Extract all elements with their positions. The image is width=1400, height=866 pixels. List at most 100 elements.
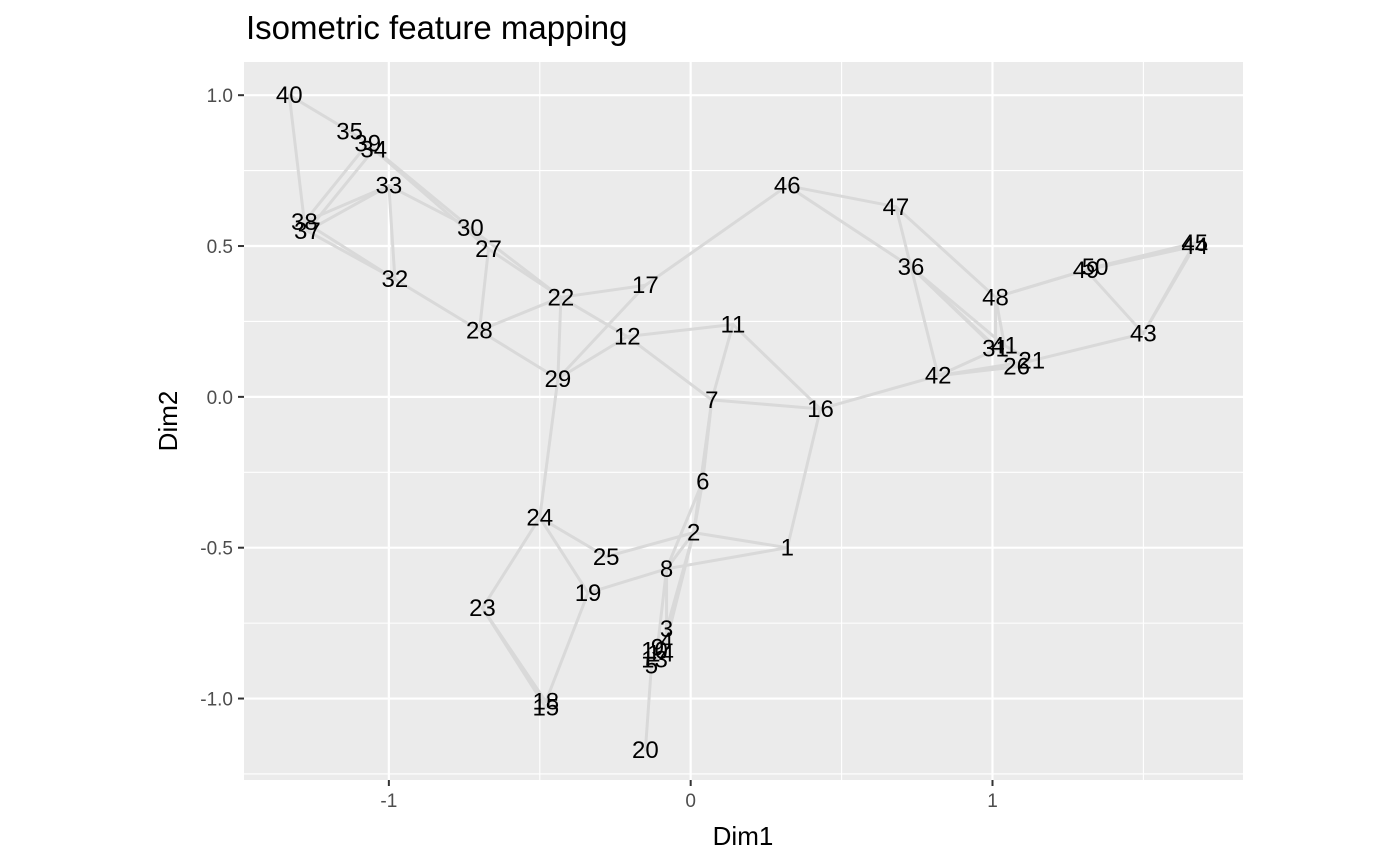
point-label: 8 xyxy=(660,556,673,583)
edge-line xyxy=(1141,241,1197,336)
y-axis-title: Dim2 xyxy=(153,391,183,452)
edge-line xyxy=(538,516,590,595)
edge-line xyxy=(393,277,481,332)
x-tick-label: 0 xyxy=(685,791,696,812)
edge-line xyxy=(559,283,647,299)
edge-line xyxy=(486,247,563,299)
point-label: 48 xyxy=(982,284,1009,311)
point-label: 13 xyxy=(641,646,668,673)
edge-line xyxy=(625,335,714,402)
edge-line xyxy=(538,377,560,520)
edge-line xyxy=(477,328,560,381)
point-label: 14 xyxy=(647,640,674,667)
edge-line xyxy=(287,93,306,224)
edge-line xyxy=(785,184,913,269)
edge-layer xyxy=(287,93,1197,752)
point-label: 3 xyxy=(660,616,673,643)
y-tick-label: -1.0 xyxy=(200,690,233,711)
edge-line xyxy=(1030,332,1145,363)
point-label: 10 xyxy=(641,637,668,664)
edge-line xyxy=(538,516,608,559)
edge-line xyxy=(480,606,548,710)
point-label-layer: 1234567891011121314151617181920212223242… xyxy=(276,82,1208,764)
point-label: 24 xyxy=(526,505,553,532)
point-label: 35 xyxy=(336,118,363,145)
point-label: 50 xyxy=(1082,254,1109,281)
point-label: 31 xyxy=(982,336,1009,363)
edge-line xyxy=(477,247,490,332)
edge-line xyxy=(556,295,563,381)
edge-line xyxy=(305,147,376,233)
point-label: 4 xyxy=(660,628,673,655)
y-tick-label: 1.0 xyxy=(207,86,233,107)
point-label: 19 xyxy=(575,580,602,607)
point-label: 15 xyxy=(532,695,559,722)
edge-line xyxy=(655,567,669,649)
point-label: 16 xyxy=(807,396,834,423)
point-label: 9 xyxy=(651,634,664,661)
edge-line xyxy=(643,184,789,287)
point-label: 38 xyxy=(291,209,318,236)
x-axis-title: Dim1 xyxy=(713,821,774,851)
point-label: 37 xyxy=(294,218,321,245)
edge-line xyxy=(302,141,370,224)
edge-line xyxy=(556,283,647,381)
edge-line xyxy=(785,184,898,209)
point-label: 28 xyxy=(466,317,493,344)
edge-line xyxy=(372,147,490,251)
point-label: 32 xyxy=(382,266,409,293)
edge-line xyxy=(544,591,590,704)
edge-line xyxy=(731,322,822,411)
point-label: 36 xyxy=(898,254,925,281)
x-tick-label: -1 xyxy=(380,791,397,812)
edge-line xyxy=(1093,244,1197,269)
point-label: 1 xyxy=(781,535,794,562)
grid-major xyxy=(244,62,1243,780)
point-label: 34 xyxy=(360,136,387,163)
edge-line xyxy=(643,663,653,752)
point-label: 25 xyxy=(593,544,620,571)
edge-line xyxy=(994,265,1097,299)
edge-line xyxy=(387,184,397,281)
point-label: 12 xyxy=(614,324,641,351)
grid-minor xyxy=(244,62,1243,780)
point-label: 23 xyxy=(469,595,496,622)
point-label: 26 xyxy=(1003,354,1030,381)
edge-line xyxy=(655,639,669,649)
edge-line xyxy=(710,398,822,411)
point-label: 2 xyxy=(687,520,700,547)
edge-line xyxy=(586,567,669,595)
edge-line xyxy=(559,295,629,339)
edge-line xyxy=(477,295,563,332)
edge-line xyxy=(480,516,542,610)
edge-line xyxy=(665,531,696,571)
point-label: 46 xyxy=(774,173,801,200)
point-label: 6 xyxy=(696,468,709,495)
edge-line xyxy=(305,184,391,233)
edge-line xyxy=(665,531,696,643)
edge-line xyxy=(785,407,822,550)
point-label: 20 xyxy=(632,737,659,764)
edge-line xyxy=(909,265,940,378)
point-label: 40 xyxy=(276,82,303,109)
y-axis-ticks: 1.0 0.5 0.0 -0.5 -1.0 xyxy=(200,86,244,711)
edge-line xyxy=(287,93,352,133)
point-label: 18 xyxy=(532,689,559,716)
point-label: 27 xyxy=(475,236,502,263)
chart-title: Isometric feature mapping xyxy=(246,9,628,46)
edge-line xyxy=(909,265,1019,369)
point-label: 49 xyxy=(1073,257,1100,284)
edge-line xyxy=(692,479,705,535)
edge-line xyxy=(818,374,940,411)
edge-line xyxy=(1003,344,1034,363)
point-label: 45 xyxy=(1181,230,1208,257)
point-label: 30 xyxy=(457,215,484,242)
x-tick-label: 1 xyxy=(987,791,998,812)
y-tick-label: 0.0 xyxy=(207,388,233,409)
point-label: 33 xyxy=(376,173,403,200)
plot-panel xyxy=(244,62,1243,780)
edge-line xyxy=(936,359,1034,378)
edge-line xyxy=(710,322,735,402)
y-tick-label: -0.5 xyxy=(200,539,233,560)
